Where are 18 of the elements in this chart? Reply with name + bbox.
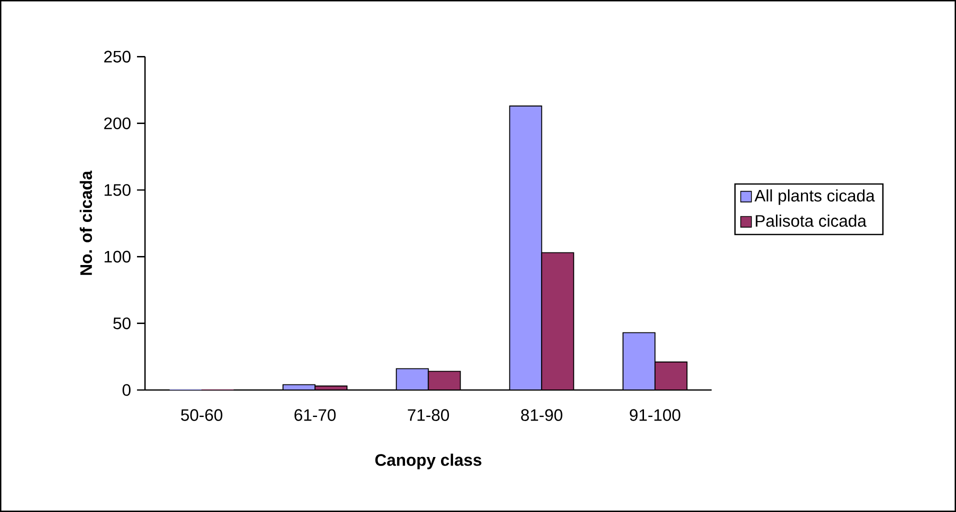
x-tick-label: 91-100 <box>630 409 680 421</box>
bar <box>509 106 542 390</box>
y-tick-label: 100 <box>104 250 131 263</box>
y-axis-title: No. of cicada <box>80 170 92 275</box>
y-tick-label: 50 <box>113 317 131 330</box>
legend-label: Palisota cicada <box>756 214 867 227</box>
x-tick-label: 81-90 <box>521 409 562 421</box>
y-tick-label: 200 <box>104 117 131 130</box>
bar <box>622 332 656 390</box>
x-tick-label: 61-70 <box>294 409 336 421</box>
bar <box>396 368 429 390</box>
x-axis-title: Canopy class <box>375 454 482 470</box>
y-tick-label: 0 <box>122 384 131 396</box>
legend-label: All plants cicada <box>754 189 875 205</box>
y-tick-label: 250 <box>104 50 131 63</box>
y-tick-label: 150 <box>104 184 131 196</box>
x-tick-label: 50-60 <box>181 409 222 421</box>
x-tick-label: 71-80 <box>408 409 449 421</box>
